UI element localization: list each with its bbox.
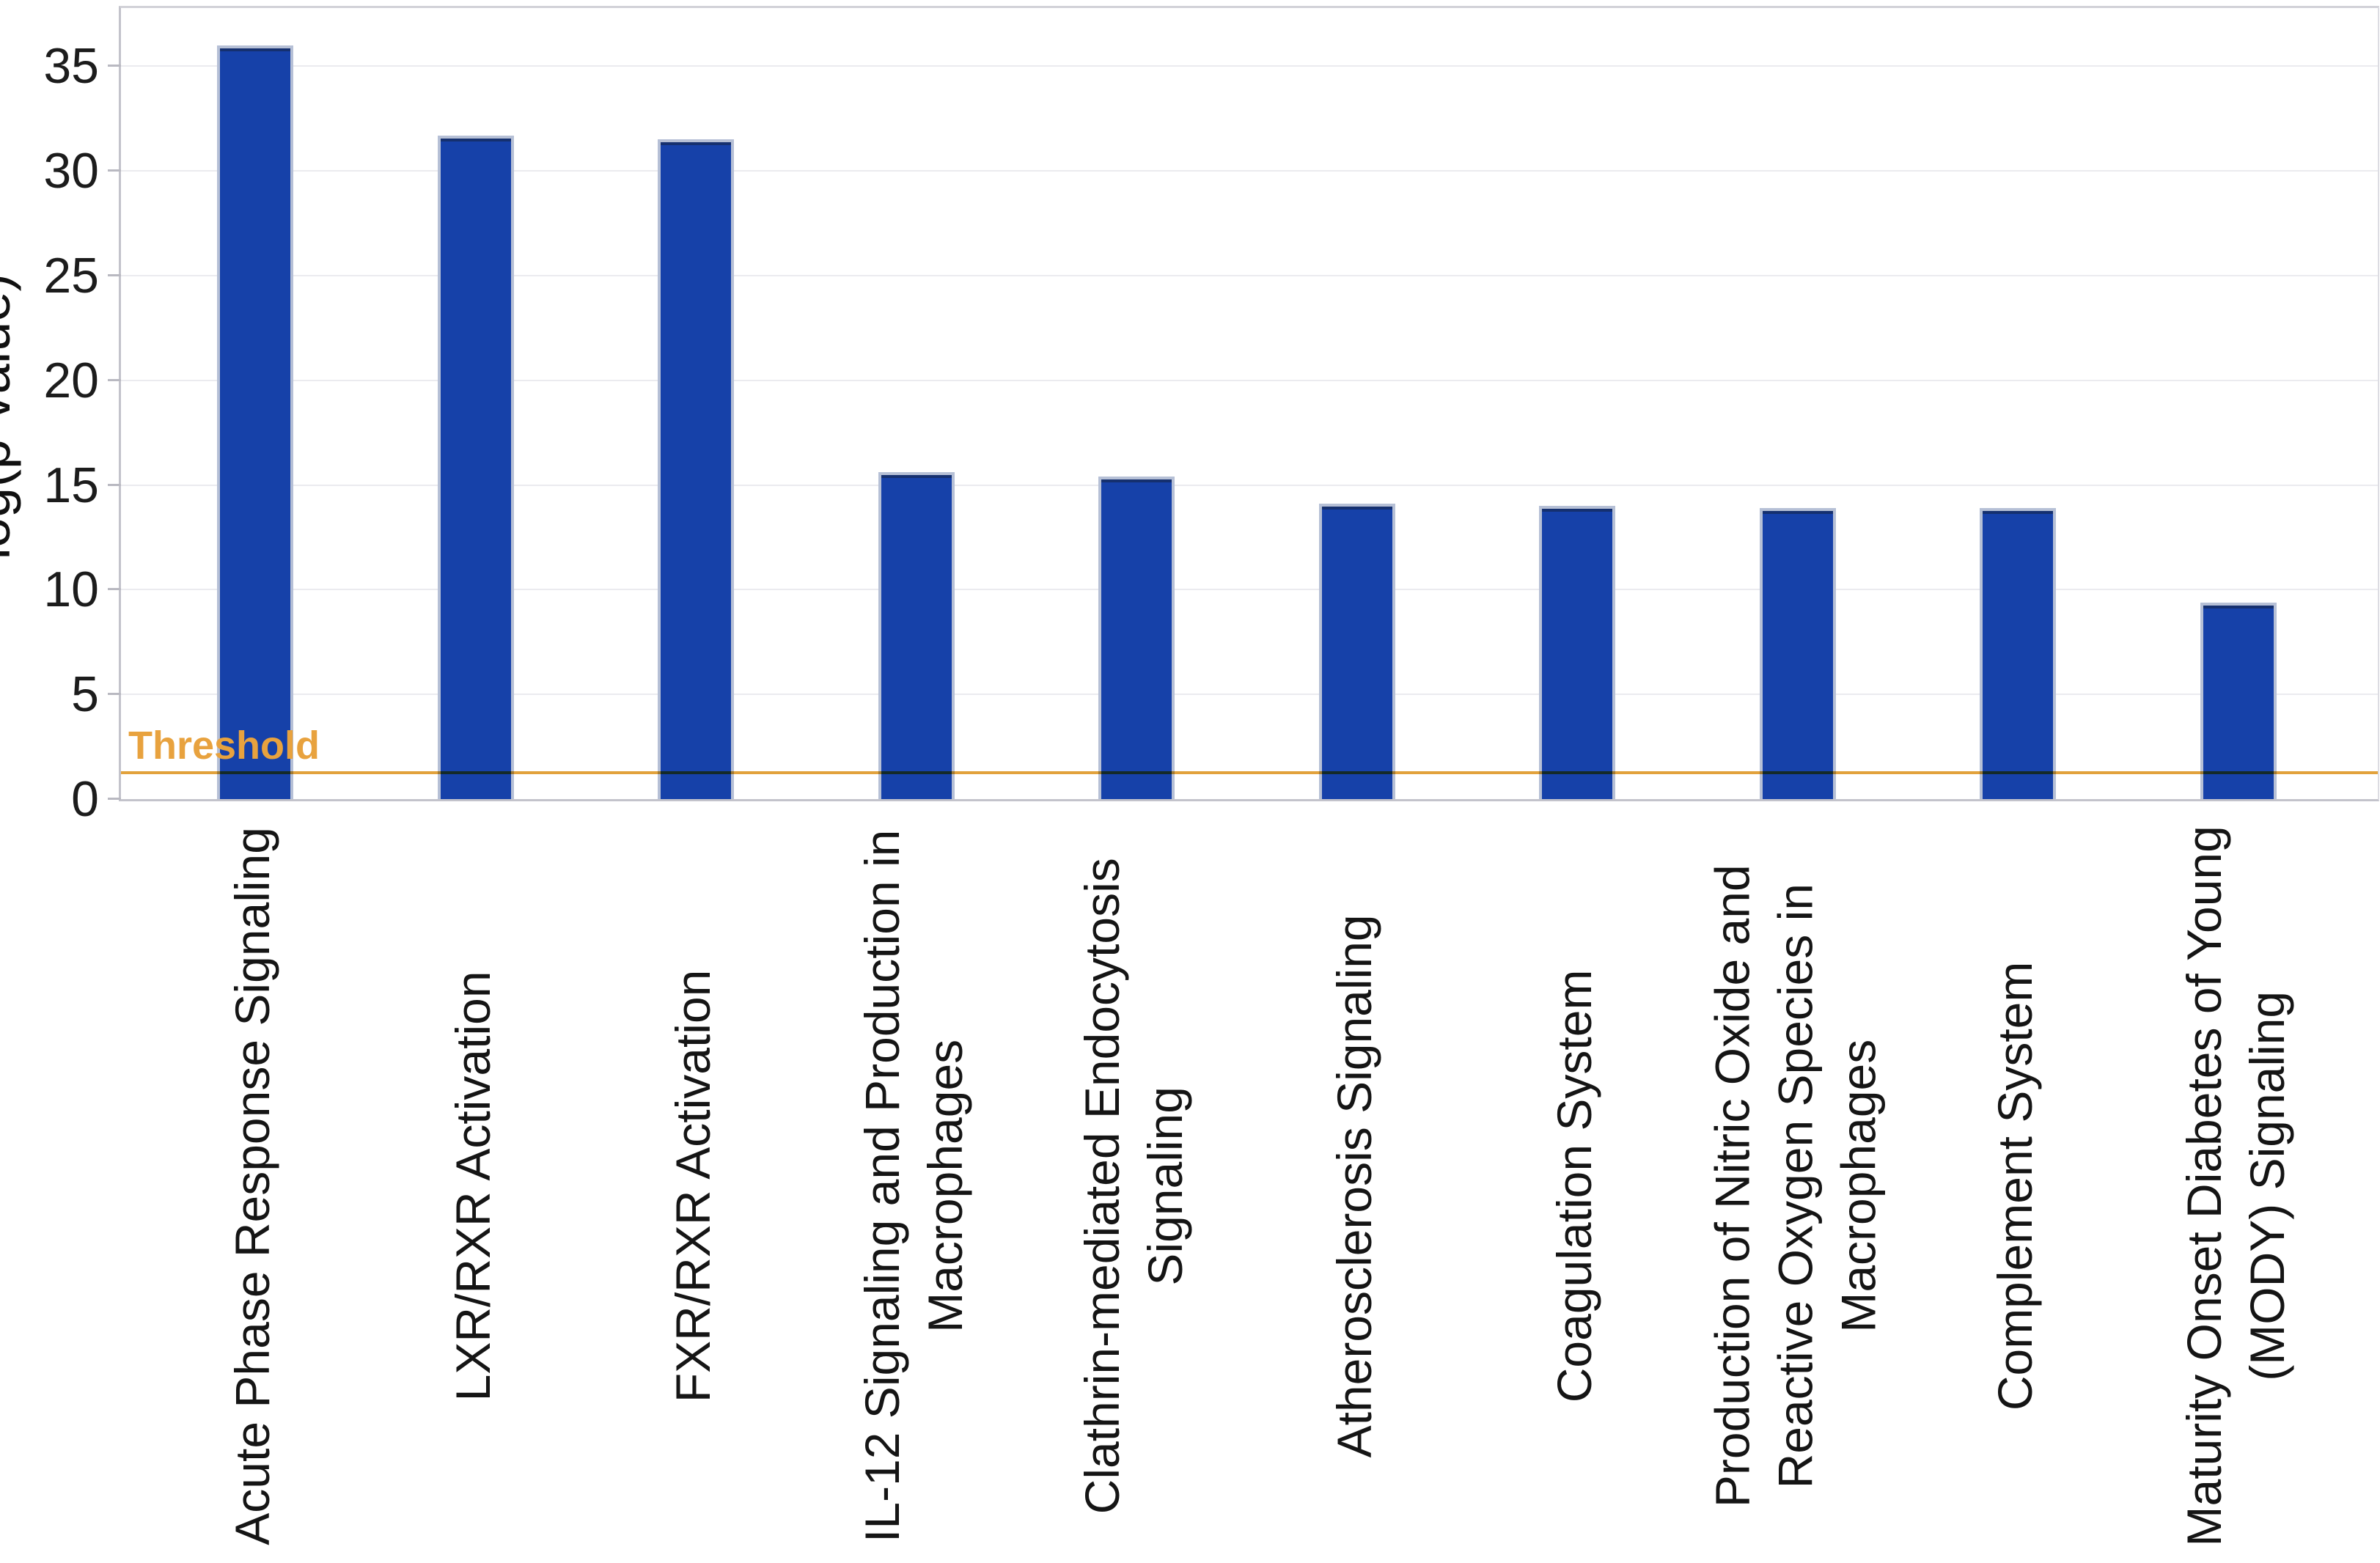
- x-axis-label: Production of Nitric Oxide and Reactive …: [1705, 815, 1885, 1557]
- x-axis-label-text: Production of Nitric Oxide and Reactive …: [1704, 864, 1885, 1508]
- y-axis-tick-label: 10: [43, 562, 99, 618]
- threshold-line: [121, 771, 2378, 775]
- y-axis-tick: [108, 798, 121, 800]
- bar: [217, 45, 293, 799]
- y-axis-tick: [108, 693, 121, 696]
- x-axis-label-text: Clathrin-mediated Endocytosis Signaling: [1075, 858, 1192, 1515]
- bar: [1539, 506, 1615, 799]
- x-axis-label-text: Coagulation System: [1547, 969, 1602, 1403]
- y-axis-tick: [108, 65, 121, 67]
- x-axis-label: FXR/RXR Activation: [613, 815, 774, 1557]
- gridline: [121, 484, 2378, 486]
- gridline: [121, 694, 2378, 696]
- bar: [878, 472, 955, 799]
- y-axis-title: -log(p-value): [0, 273, 22, 578]
- gridline: [121, 589, 2378, 591]
- x-axis-label: Complement System: [1935, 815, 2096, 1557]
- x-axis-label: Clathrin-mediated Endocytosis Signaling: [1054, 815, 1215, 1557]
- x-axis-label: Atherosclerosis Signaling: [1274, 815, 1436, 1557]
- threshold-label: Threshold: [128, 724, 320, 768]
- x-axis-label: Acute Phase Response Signaling: [172, 815, 334, 1557]
- y-axis-tick-label: 30: [43, 143, 99, 199]
- gridline: [121, 274, 2378, 276]
- x-axis-label-text: LXR/RXR Activation: [445, 971, 500, 1402]
- x-axis-label-text: Atherosclerosis Signaling: [1326, 914, 1381, 1458]
- y-axis-tick: [108, 378, 121, 381]
- y-axis-tick: [108, 588, 121, 591]
- x-axis-label-text: IL-12 Signaling and Production in Macrop…: [854, 829, 972, 1543]
- gridline: [121, 379, 2378, 381]
- y-axis-tick-label: 0: [71, 771, 99, 827]
- y-axis-tick-label: 15: [43, 457, 99, 513]
- x-axis-label-text: Acute Phase Response Signaling: [225, 827, 280, 1545]
- x-axis-label-text: FXR/RXR Activation: [666, 969, 721, 1403]
- y-axis-tick-label: 20: [43, 352, 99, 408]
- x-axis-label: LXR/RXR Activation: [393, 815, 554, 1557]
- bar: [1980, 507, 2056, 799]
- bar: [1759, 507, 1836, 799]
- bar: [437, 135, 514, 799]
- y-axis-tick-label: 5: [71, 666, 99, 723]
- bar: [658, 139, 734, 799]
- y-axis-tick-label: 35: [43, 38, 99, 95]
- x-axis-label: IL-12 Signaling and Production in Macrop…: [834, 815, 995, 1557]
- x-axis-label-text: Complement System: [1988, 961, 2043, 1411]
- y-axis-tick: [108, 273, 121, 276]
- y-axis-tick: [108, 483, 121, 486]
- x-axis-label-text: Maturity Onset Diabetes of Young (MODY) …: [2176, 825, 2294, 1547]
- bar: [2200, 602, 2277, 799]
- bar: [1098, 477, 1175, 799]
- plot-area: Threshold 0 5 10 15 20 25 30 35: [43, 6, 2379, 824]
- x-axis-label: Maturity Onset Diabetes of Young (MODY) …: [2156, 815, 2317, 1557]
- gridline: [121, 170, 2378, 172]
- bar: [1318, 504, 1395, 799]
- gridline: [121, 65, 2378, 67]
- y-axis-tick: [108, 169, 121, 172]
- x-axis-label: Coagulation System: [1494, 815, 1656, 1557]
- y-axis-tick-label: 25: [43, 247, 99, 304]
